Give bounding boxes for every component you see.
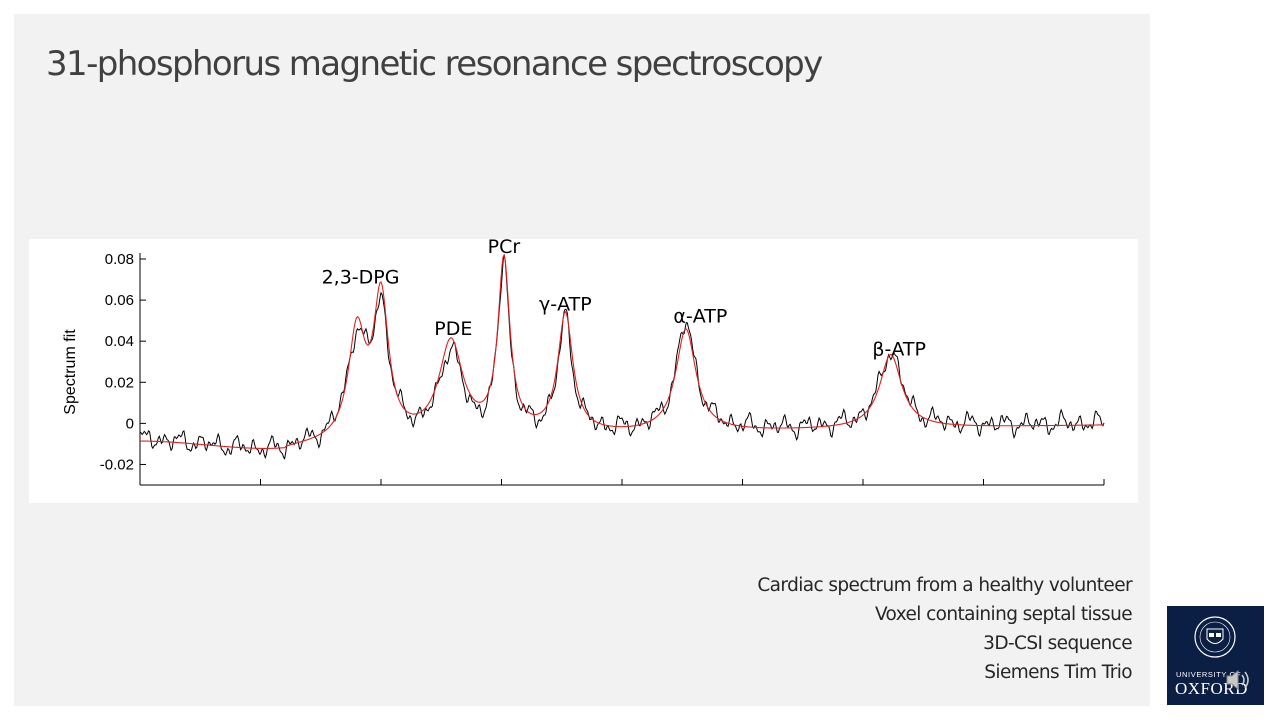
- spectrum-chart-svg: 0.08 0.06 0.04 0.02 0 -0.02 Spectrum fit 2,3-DP…: [62, 239, 1105, 486]
- y-tick-label: 0.08: [105, 251, 134, 268]
- audio-speaker-icon[interactable]: [1223, 667, 1255, 693]
- slide-caption: Cardiac spectrum from a healthy voluntee…: [757, 571, 1132, 687]
- caption-line-2: Voxel containing septal tissue: [874, 604, 1133, 625]
- peak-label: β-ATP: [872, 339, 926, 361]
- series-line-spectrum: [139, 254, 1105, 460]
- peak-label: PCr: [488, 239, 521, 258]
- caption-line-3: 3D-CSI sequence: [983, 633, 1132, 654]
- logo-university-text: UNIVERSITY OF: [1176, 670, 1242, 679]
- oxford-logo: UNIVERSITY OF OXFORD: [1167, 606, 1264, 705]
- y-tick-label: 0: [126, 415, 134, 432]
- slide-title: 31-phosphorus magnetic resonance spectro…: [46, 44, 823, 84]
- peak-label: PDE: [434, 318, 472, 340]
- y-tick-label: -0.02: [100, 456, 134, 473]
- series-line-fit: [140, 253, 1105, 449]
- caption-line-4: Siemens Tim Trio: [984, 662, 1132, 683]
- y-tick-label: 0.04: [105, 333, 134, 350]
- spectrum-chart: 0.08 0.06 0.04 0.02 0 -0.02 Spectrum fit 2,3-DP…: [29, 239, 1138, 503]
- peak-label: 2,3-DPG: [322, 267, 400, 289]
- y-axis-label: Spectrum fit: [62, 329, 79, 415]
- oxford-crest-icon: [1194, 616, 1236, 658]
- y-tick-label: 0.02: [105, 374, 134, 391]
- peak-label: α-ATP: [673, 306, 727, 328]
- caption-line-1: Cardiac spectrum from a healthy voluntee…: [757, 575, 1132, 596]
- peak-label: γ-ATP: [539, 293, 592, 315]
- y-tick-label: 0.06: [105, 292, 134, 309]
